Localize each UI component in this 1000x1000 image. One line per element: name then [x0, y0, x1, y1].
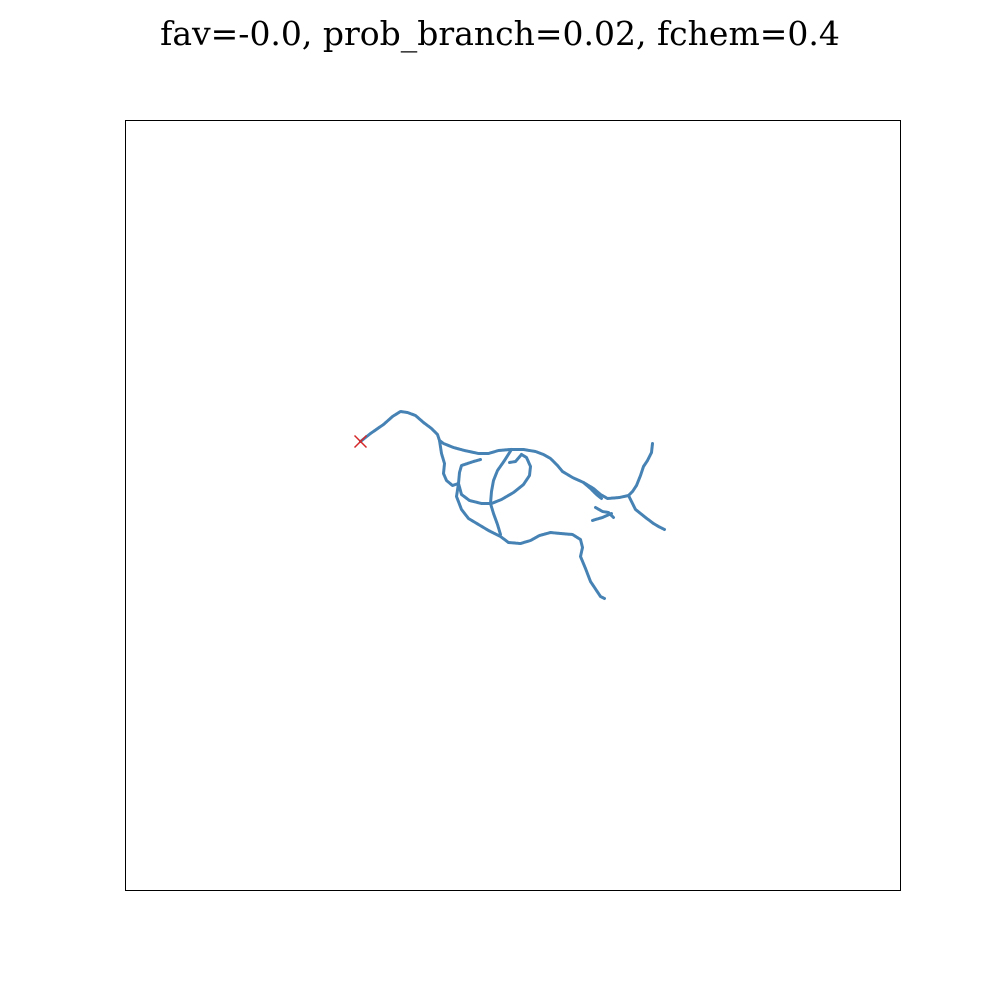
chart-title: fav=-0.0, prob_branch=0.02, fchem=0.4 — [160, 14, 840, 53]
branch-line-3 — [455, 482, 606, 600]
branch-line-2 — [438, 439, 460, 487]
marker-layer — [353, 434, 368, 449]
branch-line-11 — [594, 506, 615, 519]
origin-marker — [353, 434, 368, 449]
axes-frame — [125, 120, 901, 891]
branch-line-7 — [508, 453, 523, 464]
branch-line-8 — [627, 494, 666, 531]
branch-line-5 — [457, 458, 482, 485]
branch-line-9 — [591, 512, 613, 522]
series-layer — [359, 410, 666, 600]
branch-line-1 — [359, 410, 654, 500]
branch-line-4 — [457, 453, 532, 505]
branch-line-6 — [489, 448, 513, 536]
branch-line-10 — [582, 481, 603, 500]
